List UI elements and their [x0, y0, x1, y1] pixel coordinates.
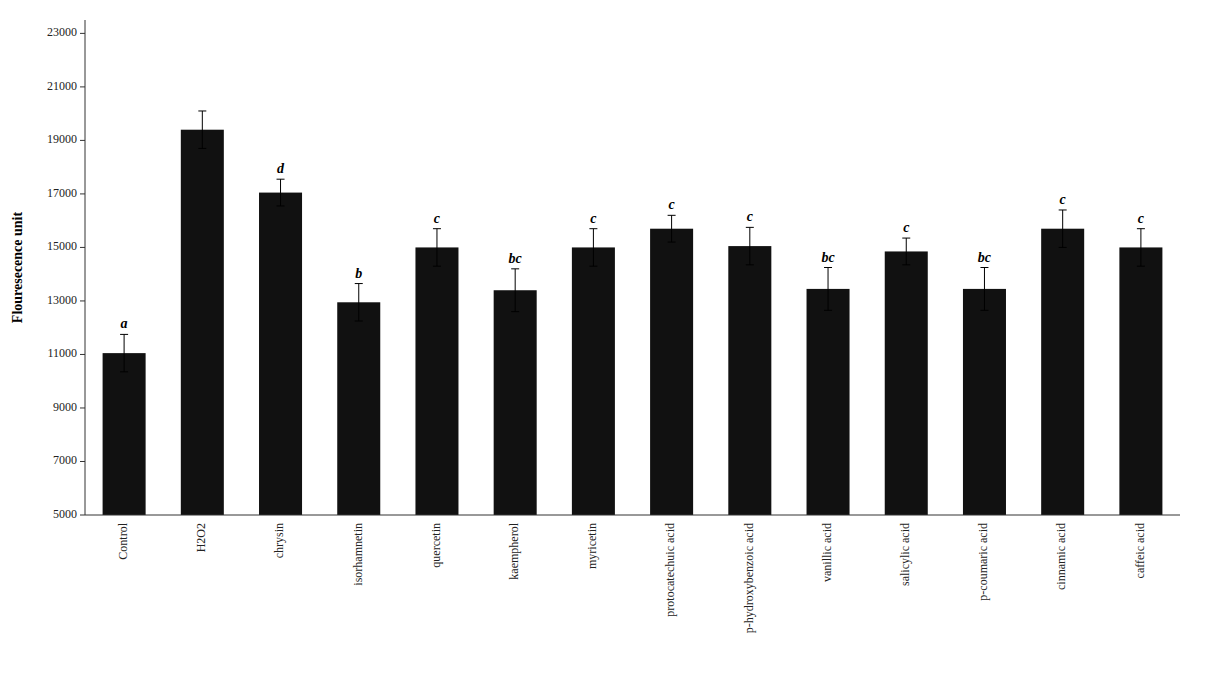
error-bar: [198, 111, 206, 148]
x-tick-label: quercetin: [429, 523, 443, 568]
bar: [494, 290, 537, 515]
bar: [181, 130, 224, 515]
significance-label: c: [590, 211, 597, 226]
x-tick-label: protocatechuic acid: [663, 523, 677, 617]
y-tick-label: 19000: [47, 132, 77, 146]
error-bar: [433, 229, 441, 266]
y-tick: [80, 461, 85, 462]
x-tick-label: chrysin: [272, 523, 286, 558]
significance-label: a: [121, 316, 128, 331]
bar: [337, 302, 380, 515]
y-tick-label: 7000: [53, 453, 77, 467]
significance-label: b: [355, 266, 362, 281]
x-tick-label: H2O2: [194, 523, 208, 552]
y-tick: [80, 515, 85, 516]
error-bar: [668, 215, 676, 242]
significance-labels: adbcbccccbccbccc: [121, 161, 1145, 331]
y-tick: [80, 140, 85, 141]
significance-label: d: [277, 161, 285, 176]
x-axis-line: [85, 515, 1180, 516]
x-tick-label: kaempherol: [507, 522, 521, 579]
x-tick-label: cinnamic acid: [1054, 523, 1068, 590]
bar: [885, 251, 928, 515]
significance-label: c: [903, 220, 910, 235]
y-tick-label: 15000: [47, 239, 77, 253]
error-bar: [1059, 210, 1067, 247]
y-axis-label: Flouresecence unit: [10, 212, 25, 324]
y-tick: [80, 193, 85, 194]
error-bar: [120, 334, 128, 371]
bar: [728, 246, 771, 515]
y-tick-label: 21000: [47, 79, 77, 93]
error-bar: [902, 238, 910, 265]
x-tick-label: isorhamnetin: [351, 523, 365, 586]
x-tick-label: vanillic acid: [820, 523, 834, 582]
error-bar: [824, 268, 832, 311]
y-tick: [80, 300, 85, 301]
significance-label: bc: [978, 250, 992, 265]
error-bar: [511, 269, 519, 312]
bar: [103, 353, 146, 515]
x-tick-label: caffeic acid: [1133, 523, 1147, 578]
y-tick-label: 13000: [47, 293, 77, 307]
y-tick: [80, 247, 85, 248]
x-ticks: Control H2O2 chrysin isorhamnetin quercetin k…: [116, 522, 1147, 633]
significance-label: c: [1060, 192, 1067, 207]
bar: [807, 289, 850, 515]
significance-label: c: [747, 209, 754, 224]
significance-label: c: [1138, 211, 1145, 226]
error-bar: [746, 227, 754, 264]
axes: [85, 20, 1180, 515]
x-tick-label: salicylic acid: [898, 523, 912, 586]
bar: [259, 193, 302, 515]
y-tick: [80, 354, 85, 355]
y-tick: [80, 407, 85, 408]
x-tick-label: p-coumaric acid: [976, 523, 990, 601]
error-bar: [277, 179, 285, 206]
bars: [103, 111, 1163, 515]
y-tick-label: 5000: [53, 507, 77, 521]
x-tick-label: p-hydroxybenzoic acid: [742, 523, 756, 633]
bar: [1119, 247, 1162, 515]
error-bar: [980, 268, 988, 311]
bar: [415, 247, 458, 515]
significance-label: bc: [509, 251, 523, 266]
y-tick-label: 11000: [47, 346, 77, 360]
y-tick: [80, 33, 85, 34]
error-bar: [589, 229, 597, 266]
bar: [1041, 229, 1084, 515]
significance-label: bc: [821, 250, 835, 265]
significance-label: c: [668, 197, 675, 212]
bar: [963, 289, 1006, 515]
significance-label: c: [434, 211, 441, 226]
error-bar: [355, 284, 363, 321]
x-tick-label: Control: [116, 522, 130, 559]
y-axis-line: [85, 20, 86, 515]
x-tick-label: myricetin: [585, 523, 599, 569]
y-ticks: 5000 7000 9000 11000 13000 15000 17000 19000 210…: [47, 25, 85, 521]
y-tick: [80, 86, 85, 87]
chart: adbcbccccbccbccc500070009000110001300015…: [0, 0, 1205, 690]
error-bar: [1137, 229, 1145, 266]
y-tick-label: 23000: [47, 25, 77, 39]
bar: [572, 247, 615, 515]
y-tick-label: 9000: [53, 400, 77, 414]
y-tick-label: 17000: [47, 186, 77, 200]
bar: [650, 229, 693, 515]
